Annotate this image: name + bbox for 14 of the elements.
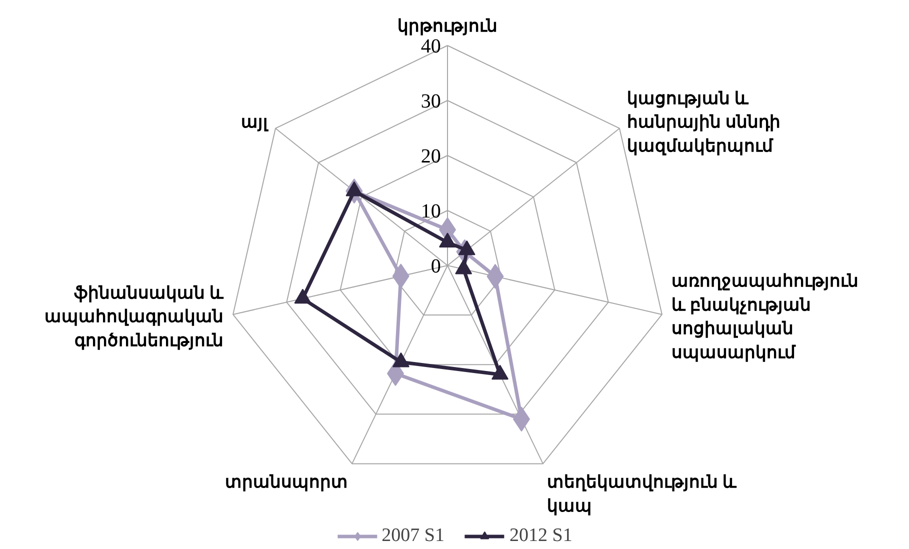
y-tick-label: 0 — [430, 256, 441, 278]
legend-label: 2012 S1 — [510, 525, 572, 547]
spoke-label: կացության և հանրային սննդի կազմակերպում — [627, 88, 780, 156]
y-tick-label: 10 — [420, 200, 441, 222]
spoke-label: առողջապահություն և բնակչության սոցիալական սպասարկում — [672, 272, 859, 362]
spoke-label: այլ — [240, 112, 269, 132]
spoke-label: տրանսպորտ — [224, 472, 348, 492]
y-tick-label: 40 — [420, 36, 441, 58]
y-tick-label: 20 — [420, 146, 441, 168]
spoke-label: տեղեկատվություն և կապ — [547, 472, 738, 516]
spoke-label: ֆինանսական և ապահովագրական գործունեություն — [44, 283, 224, 350]
legend-label: 2007 S1 — [382, 525, 444, 547]
y-tick-label: 30 — [420, 90, 441, 112]
spoke-label: կրթություն — [398, 16, 498, 36]
